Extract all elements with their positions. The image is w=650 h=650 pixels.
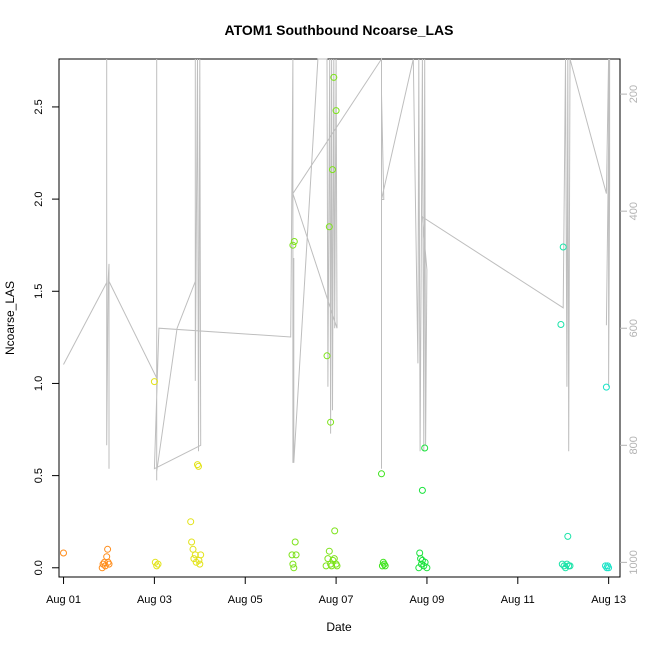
data-point: [418, 560, 425, 568]
x-tick-label: Aug 13: [591, 594, 626, 606]
data-point: [418, 486, 426, 494]
data-point: [557, 321, 565, 328]
x-tick-label: Aug 01: [46, 594, 81, 606]
data-point: [289, 560, 297, 568]
y-tick-label: 1.0: [33, 376, 45, 391]
data-point: [602, 383, 610, 391]
data-point: [325, 223, 333, 231]
x-axis: Aug 01 Aug 03 Aug 05 Aug 07 Aug 09 Aug 11 Aug …: [46, 577, 626, 606]
y2-axis: 200 400 600 800 1000: [620, 85, 640, 575]
data-point: [103, 553, 111, 561]
data-point: [197, 551, 205, 559]
data-point: [291, 538, 299, 546]
x-tick-label: Aug 07: [319, 594, 354, 606]
data-point: [331, 527, 339, 535]
y2-tick-label: 600: [628, 319, 640, 337]
data-point: [150, 378, 158, 386]
data-point: [605, 564, 613, 572]
data-point: [195, 462, 202, 470]
data-point: [416, 549, 424, 557]
x-tick-label: Aug 11: [501, 594, 535, 606]
data-point: [187, 518, 195, 526]
y-tick-label: 0.5: [33, 468, 45, 483]
y-axis-label: Ncoarse_LAS: [3, 281, 17, 355]
data-point: [104, 545, 112, 553]
x-tick-label: Aug 03: [137, 594, 172, 606]
data-point: [289, 241, 297, 249]
data-point: [154, 560, 162, 568]
y-axis: 0.0 0.5 1.0 1.5 2.0 2.5: [33, 99, 59, 575]
data-point: [189, 545, 197, 553]
y2-tick-label: 200: [628, 85, 640, 103]
data-point: [329, 166, 336, 174]
data-point: [333, 562, 341, 570]
x-tick-label: Aug 09: [410, 594, 445, 606]
data-point: [378, 562, 386, 570]
y2-tick-label: 400: [628, 202, 640, 220]
data-point: [564, 532, 572, 540]
data-point: [292, 551, 300, 559]
y-tick-label: 0.0: [33, 560, 45, 575]
scatter-points: [60, 73, 613, 572]
y2-tick-label: 1000: [628, 550, 640, 574]
data-point: [290, 238, 298, 245]
data-point: [327, 418, 335, 426]
data-point: [325, 547, 333, 555]
data-point: [330, 73, 338, 81]
data-point: [196, 560, 204, 568]
data-point: [191, 551, 199, 559]
data-point: [188, 538, 196, 546]
data-point: [332, 107, 340, 115]
data-point: [381, 562, 389, 570]
data-point: [290, 564, 298, 572]
chart-title: ATOM1 Southbound Ncoarse_LAS: [225, 22, 454, 38]
y2-tick-label: 800: [628, 436, 640, 454]
data-point: [153, 562, 161, 570]
data-point: [566, 562, 574, 570]
data-point: [105, 560, 113, 568]
data-point: [559, 243, 567, 251]
y-tick-label: 2.0: [33, 191, 45, 206]
data-point: [323, 352, 331, 360]
data-point: [60, 549, 67, 557]
data-point: [421, 444, 429, 452]
plot-frame: [58, 58, 621, 578]
y-tick-label: 2.5: [33, 99, 45, 114]
x-tick-label: Aug 05: [228, 594, 263, 606]
y-tick-label: 1.5: [33, 284, 45, 299]
data-point: [423, 564, 431, 572]
pressure-series: [63, 57, 611, 481]
data-point: [288, 551, 296, 559]
x-axis-label: Date: [326, 620, 352, 634]
pressure-line: [63, 57, 611, 481]
data-point: [378, 470, 385, 478]
